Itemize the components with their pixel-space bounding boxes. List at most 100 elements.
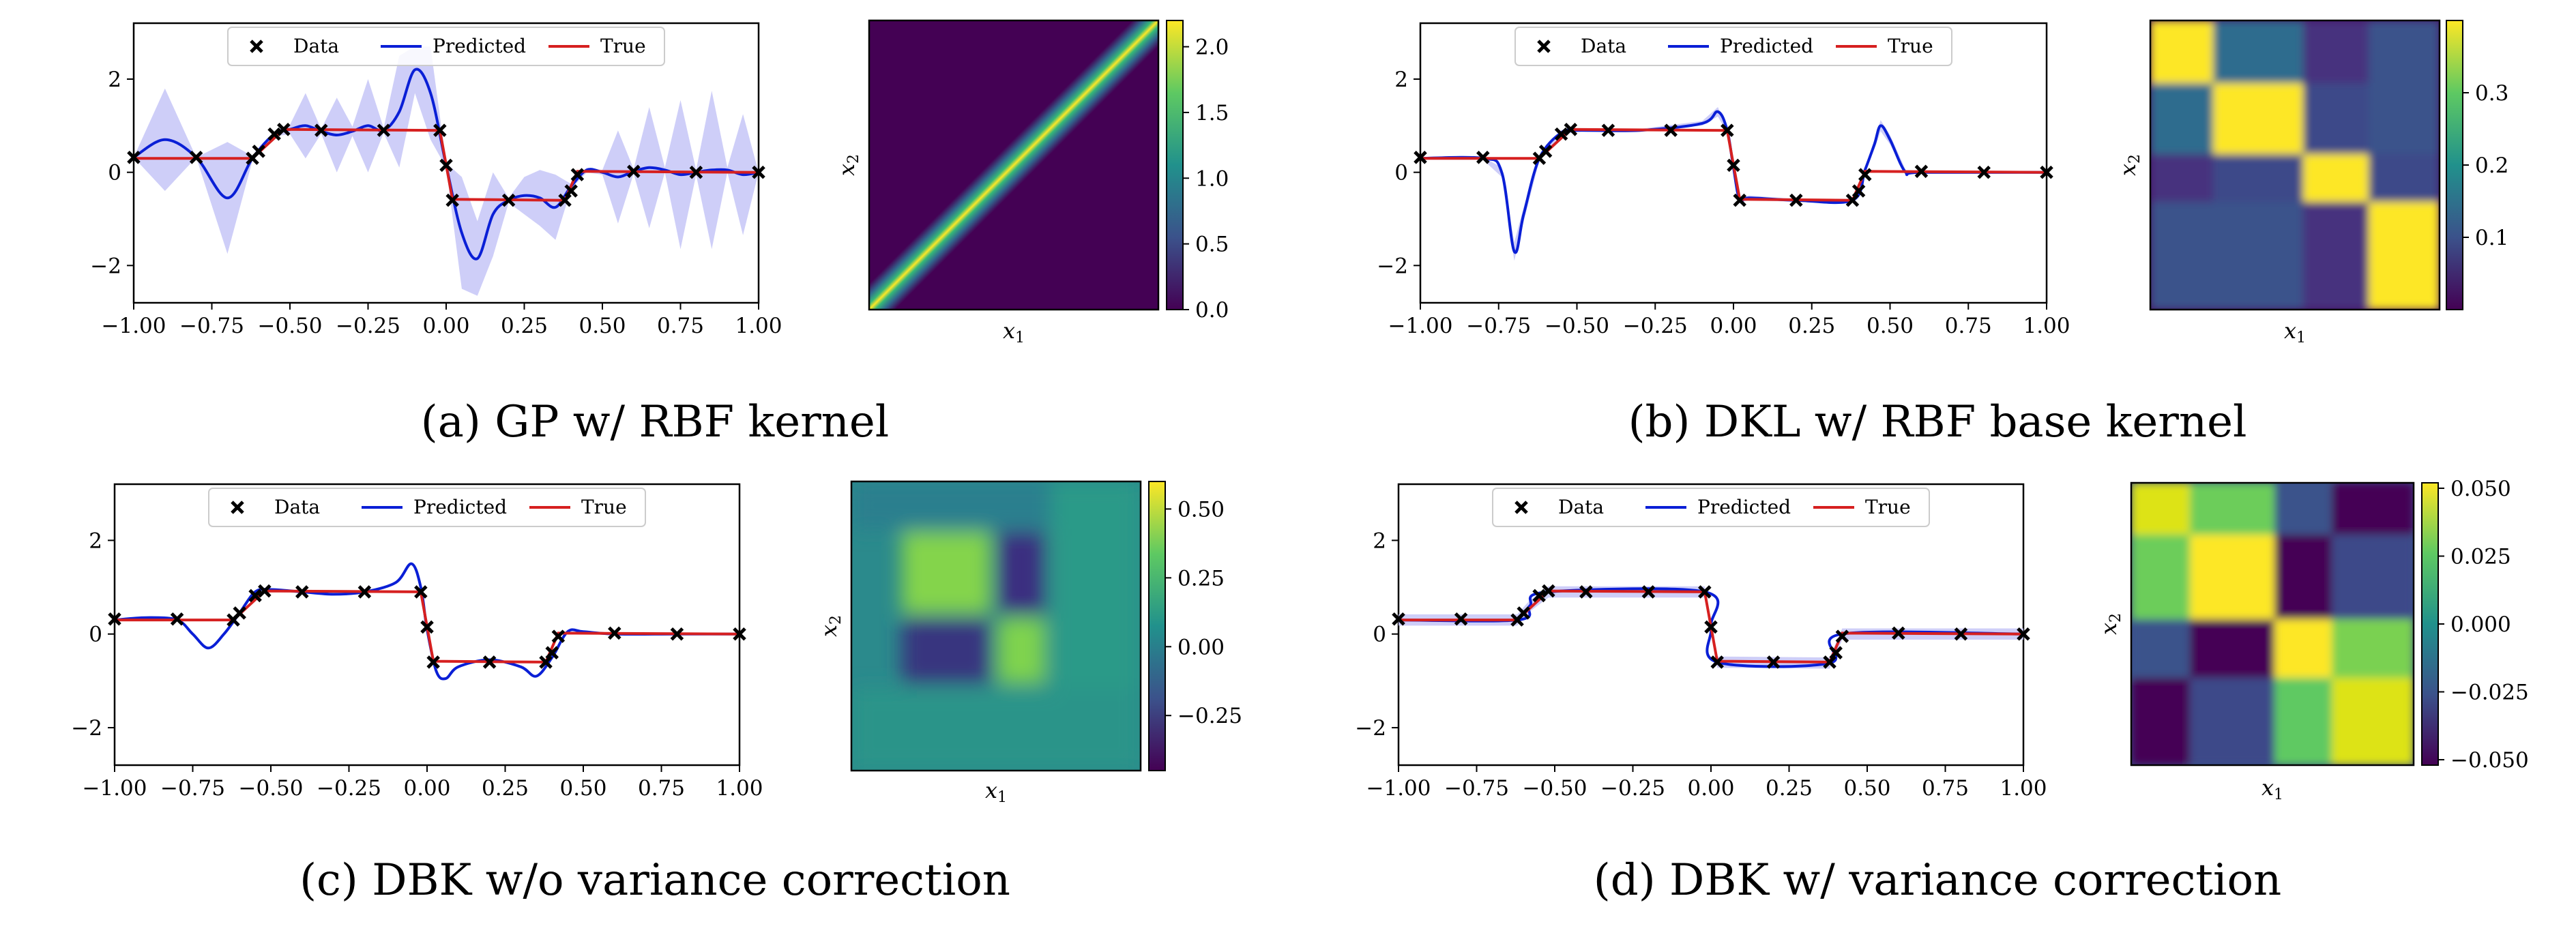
panel-c-xtick-label: −0.50	[239, 776, 304, 801]
panel-a-xtick-label: −1.00	[102, 314, 166, 338]
panel-a-data-point	[189, 151, 203, 164]
panel-d-xtick-label: −0.50	[1523, 776, 1587, 801]
panel-d-data-point	[1532, 589, 1546, 603]
panel-c-chart-marks: −1.00 −0.75 −0.50 −0.25 0.00 0.25 0.50 0.75 1.00…	[71, 488, 763, 801]
panel-c-legend-true-label: True	[581, 496, 627, 518]
panel-d-ytick-label: 2	[1373, 529, 1386, 553]
panel-a-data-point	[267, 127, 281, 141]
panel-c-data-point	[545, 646, 559, 659]
panel-a-data-point	[252, 145, 265, 158]
panel-c-legend-data-label: Data	[274, 496, 320, 518]
panel-a-xtick-label: 0.25	[501, 314, 548, 338]
panel-a-ytick-label: 2	[108, 68, 121, 92]
panel-a-heatmap-xlabel: x1	[1003, 318, 1025, 346]
panel-b-data-point	[1845, 193, 1860, 207]
panel-b-xtick-label: 0.75	[1945, 314, 1992, 338]
panel-a-colorbar: 0.0 0.5 1.0 1.5 2.0	[1166, 20, 1229, 323]
panel-a-line-chart: −1.00 −0.75 −0.50 −0.25 0.00 0.25 0.50 0.75 1.00…	[90, 22, 782, 338]
panel-b-data-point	[1564, 123, 1578, 136]
panel-b-line-chart: −1.00 −0.75 −0.50 −0.25 0.00 0.25 0.50 0.75 1.00…	[1377, 22, 2070, 338]
panel-d-data-point	[1579, 585, 1593, 599]
panel-b-data-point	[1852, 184, 1866, 198]
panel-b-xtick-label: −1.00	[1388, 314, 1453, 338]
panel-b-heatmap-xlabel: x1	[2284, 318, 2306, 346]
panel-a-colorbar-tick-label: 0.0	[1195, 298, 1229, 323]
panel-d-data-point	[2017, 627, 2030, 641]
panel-a-data-point	[127, 151, 141, 164]
panel-d-heatmap-ylabel: x2	[2096, 613, 2124, 635]
panel-b-xtick-label: −0.75	[1466, 314, 1531, 338]
panel-b-xtick-label: 0.00	[1710, 314, 1757, 338]
panel-b-colorbar-tick-label: 0.3	[2475, 81, 2508, 106]
panel-c-data-point	[233, 606, 246, 620]
panel-b-ytick-label: 2	[1394, 68, 1408, 92]
panel-d-xtick-label: 0.00	[1687, 776, 1734, 801]
panel-b-data-point	[1554, 127, 1568, 141]
panel-a-legend-box	[227, 27, 665, 66]
panel-b-data-point	[1858, 168, 1872, 181]
caption-b: (b) DKL w/ RBF base kernel	[1628, 397, 2247, 447]
panel-a-heatmap-frame	[868, 19, 1160, 311]
panel-b-data-point	[1538, 145, 1553, 158]
panel-a-data-point	[627, 164, 641, 179]
panel-a-xtick-label: −0.25	[336, 314, 400, 338]
panel-d-colorbar-tick-label: 0.000	[2450, 612, 2511, 637]
panel-a-colorbar-tick-label: 1.5	[1195, 101, 1229, 125]
panel-c-heatmap-image	[851, 481, 1141, 771]
panel-c-data-point	[670, 627, 684, 641]
panel-b-chart-marks: −1.00 −0.75 −0.50 −0.25 0.00 0.25 0.50 0.75 1.00…	[1377, 27, 2070, 338]
panel-d-data-point	[1710, 655, 1724, 669]
panel-b-xtick-label: 1.00	[2023, 314, 2070, 338]
panel-b-colorbar-tick-label: 0.2	[2475, 153, 2508, 178]
panel-a-colorbar-tick-label: 0.5	[1195, 233, 1229, 257]
panel-a-data-point	[439, 158, 453, 173]
panel-c-colorbar: −0.25 0.00 0.25 0.50	[1148, 481, 1242, 771]
panel-d-heatmap-xlabel: x1	[2262, 775, 2283, 803]
panel-b-data-point	[1727, 158, 1740, 173]
panel-c-data-point	[420, 620, 434, 634]
panel-a-ytick-label: −2	[90, 254, 121, 278]
panel-c-colorbar-tick-label: 0.25	[1177, 566, 1225, 591]
panel-a-heatmap-ylabel: x2	[834, 154, 862, 176]
panel-d-heatmap-frame	[2130, 481, 2415, 767]
panel-a-legend-predicted-label: Predicted	[433, 35, 526, 57]
panel-b-xtick-label: −0.25	[1623, 314, 1688, 338]
panel-c-xtick-label: 0.00	[403, 776, 450, 801]
panel-c-colorbar-tick-label: 0.00	[1177, 635, 1225, 659]
panel-d-colorbar-tick-label: −0.050	[2450, 748, 2529, 773]
panel-c-heatmap-ylabel: x2	[816, 615, 845, 637]
panel-b-colorbar: 0.1 0.2 0.3	[2446, 20, 2508, 310]
panel-d-data-point	[1542, 584, 1555, 598]
panel-c-legend-data-marker	[231, 501, 244, 514]
panel-d-xtick-label: 0.50	[1843, 776, 1890, 801]
panel-d-data-point	[1892, 626, 1905, 640]
panel-b-colorbar-gradient	[2446, 20, 2463, 310]
panel-a-colorbar-tick-label: 1.0	[1195, 166, 1229, 191]
panel-a-data-point	[570, 168, 585, 181]
panel-d-legend-data-label: Data	[1558, 496, 1604, 518]
panel-d-chart-marks: −1.00 −0.75 −0.50 −0.25 0.00 0.25 0.50 0.75 1.00…	[1355, 488, 2047, 801]
panel-d-ytick-label: 0	[1373, 623, 1386, 647]
panel-c-heatmap: −0.25 0.00 0.25 0.50 x1 x2	[816, 480, 1242, 806]
panel-d-data-point	[1454, 612, 1468, 626]
panel-b-data-point	[1664, 123, 1678, 137]
panel-a-data-point	[564, 184, 578, 198]
panel-d-data-point	[1641, 585, 1656, 599]
panel-a-data-point	[277, 123, 291, 136]
panel-c-colorbar-tick-label: −0.25	[1177, 704, 1242, 728]
panel-b-legend-data-marker	[1537, 40, 1551, 53]
panel-d-colorbar: −0.050 −0.025 0.000 0.025 0.050	[2421, 477, 2529, 773]
panel-d-heatmap: −0.050 −0.025 0.000 0.025 0.050 x1 x2	[2096, 477, 2529, 803]
panel-c-data-point	[108, 612, 121, 626]
panel-b-heatmap-ylabel: x2	[2115, 154, 2143, 176]
panel-c-data-point	[258, 584, 272, 598]
caption-c: (c) DBK w/o variance correction	[299, 855, 1010, 906]
panel-b-xtick-label: −0.50	[1545, 314, 1609, 338]
panel-b-heatmap-frame	[2149, 19, 2441, 311]
panel-a-xtick-label: 0.00	[422, 314, 469, 338]
panel-b-legend-predicted-label: Predicted	[1720, 35, 1813, 57]
panel-d-line-chart: −1.00 −0.75 −0.50 −0.25 0.00 0.25 0.50 0.75 1.00…	[1355, 483, 2047, 801]
panel-d-legend-predicted-label: Predicted	[1697, 496, 1791, 518]
panel-b-xtick-label: 0.50	[1867, 314, 1914, 338]
